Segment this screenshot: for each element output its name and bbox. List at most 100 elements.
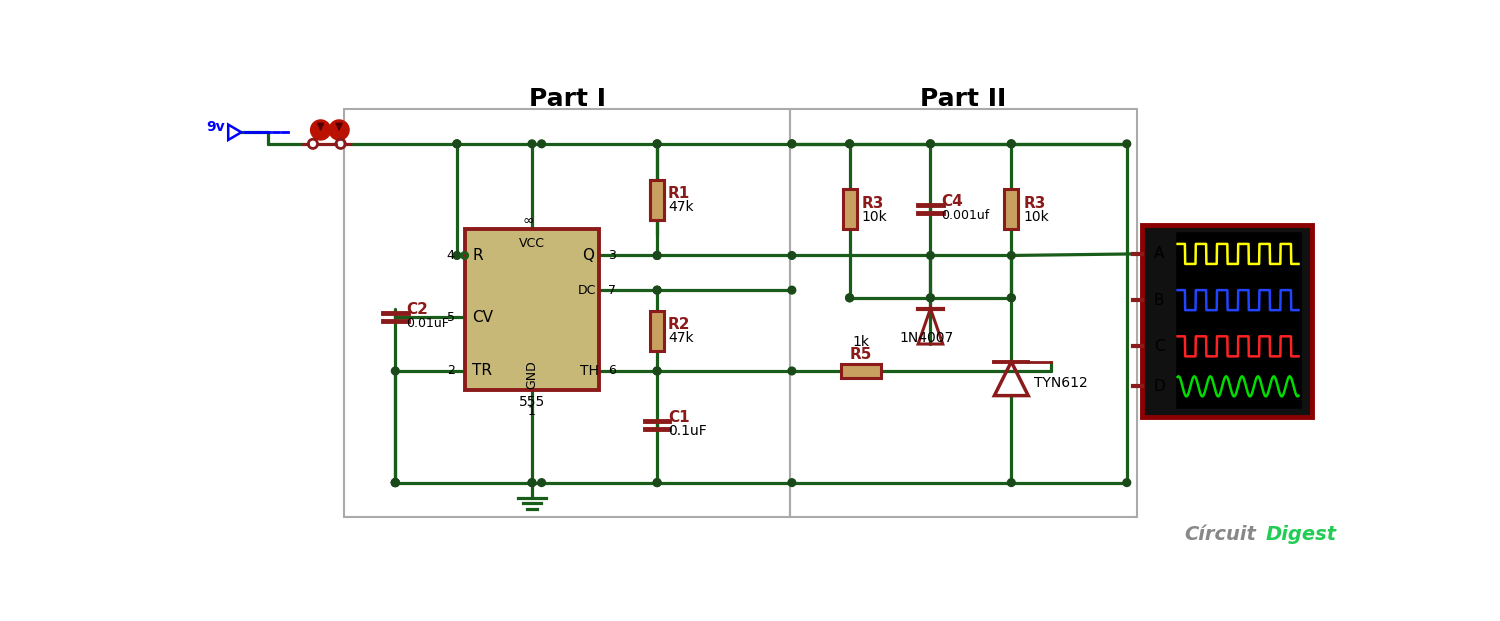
Circle shape <box>927 140 934 148</box>
Circle shape <box>392 479 399 486</box>
Circle shape <box>654 140 662 148</box>
Text: 7: 7 <box>608 284 615 297</box>
Circle shape <box>788 252 795 260</box>
Circle shape <box>927 294 934 302</box>
Text: GND: GND <box>525 360 538 389</box>
Circle shape <box>654 367 662 375</box>
Text: 0.001uf: 0.001uf <box>940 209 990 222</box>
Text: Q: Q <box>582 248 594 263</box>
Circle shape <box>846 140 853 148</box>
Circle shape <box>1008 294 1016 302</box>
Text: 3: 3 <box>608 249 615 262</box>
Text: R5: R5 <box>850 347 873 361</box>
Text: Part I: Part I <box>528 87 606 111</box>
Circle shape <box>788 479 795 486</box>
Bar <box>344 109 790 517</box>
Circle shape <box>1008 252 1016 260</box>
Circle shape <box>392 367 399 375</box>
Bar <box>650 310 664 351</box>
Circle shape <box>537 479 546 486</box>
Text: R3: R3 <box>1023 196 1046 211</box>
Circle shape <box>846 140 853 148</box>
Circle shape <box>537 140 546 148</box>
Text: TH: TH <box>580 364 598 378</box>
Text: Part II: Part II <box>921 87 1007 111</box>
Circle shape <box>392 479 399 486</box>
Circle shape <box>310 120 330 140</box>
Circle shape <box>528 479 536 486</box>
Circle shape <box>1008 294 1016 302</box>
Bar <box>650 179 664 220</box>
Text: 0.1uF: 0.1uF <box>668 424 706 438</box>
Text: 2: 2 <box>447 365 454 378</box>
Text: A: A <box>1154 247 1164 261</box>
Text: 5: 5 <box>447 310 454 324</box>
Text: 1k: 1k <box>852 335 870 350</box>
Text: Círcuit: Círcuit <box>1185 525 1257 544</box>
Circle shape <box>788 367 795 375</box>
Text: 47k: 47k <box>668 201 693 214</box>
Bar <box>1005 189 1019 229</box>
Text: R3: R3 <box>862 196 885 211</box>
Circle shape <box>654 252 662 260</box>
Bar <box>465 229 600 390</box>
Text: R: R <box>472 248 483 263</box>
Text: 10k: 10k <box>1023 210 1050 224</box>
Text: 0.01uF: 0.01uF <box>406 317 448 330</box>
Text: R2: R2 <box>668 317 690 332</box>
Circle shape <box>1008 140 1016 148</box>
Circle shape <box>788 140 795 148</box>
Circle shape <box>846 294 853 302</box>
Circle shape <box>392 479 399 486</box>
Circle shape <box>927 140 934 148</box>
Text: 6: 6 <box>608 365 615 378</box>
Text: D: D <box>1154 379 1166 394</box>
Text: 47k: 47k <box>668 331 693 345</box>
Text: TYN612: TYN612 <box>1035 376 1088 389</box>
Bar <box>790 109 1137 517</box>
Circle shape <box>654 367 662 375</box>
Circle shape <box>1124 140 1131 148</box>
Circle shape <box>654 286 662 294</box>
Text: 9v: 9v <box>207 120 225 134</box>
Circle shape <box>453 140 460 148</box>
Circle shape <box>654 252 662 260</box>
Circle shape <box>1008 140 1016 148</box>
Circle shape <box>654 286 662 294</box>
Circle shape <box>654 479 662 486</box>
Circle shape <box>654 140 662 148</box>
Text: C1: C1 <box>668 410 690 425</box>
Text: VCC: VCC <box>519 237 544 250</box>
Text: C: C <box>1154 339 1164 354</box>
Text: C2: C2 <box>406 302 427 317</box>
Circle shape <box>453 140 460 148</box>
Text: DC: DC <box>578 284 596 297</box>
Bar <box>843 189 856 229</box>
Bar <box>1174 231 1302 409</box>
Text: 1N4007: 1N4007 <box>900 331 954 345</box>
Circle shape <box>1008 479 1016 486</box>
Circle shape <box>1124 479 1131 486</box>
Bar <box>650 179 664 220</box>
Circle shape <box>927 294 934 302</box>
Circle shape <box>788 286 795 294</box>
Circle shape <box>392 479 399 486</box>
Circle shape <box>788 140 795 148</box>
Circle shape <box>528 140 536 148</box>
Circle shape <box>654 479 662 486</box>
Text: ∞: ∞ <box>522 214 534 228</box>
Text: B: B <box>1154 292 1164 307</box>
Bar <box>1142 225 1311 417</box>
Circle shape <box>927 252 934 260</box>
Text: TR: TR <box>472 363 492 378</box>
Circle shape <box>846 294 853 302</box>
Circle shape <box>528 479 536 486</box>
Text: Digest: Digest <box>1266 525 1336 544</box>
Text: 4: 4 <box>447 249 454 262</box>
Text: R1: R1 <box>668 186 690 201</box>
Circle shape <box>328 120 350 140</box>
Text: 10k: 10k <box>862 210 888 224</box>
Text: 1: 1 <box>528 406 536 419</box>
Circle shape <box>453 252 460 260</box>
Text: 555: 555 <box>519 395 544 409</box>
